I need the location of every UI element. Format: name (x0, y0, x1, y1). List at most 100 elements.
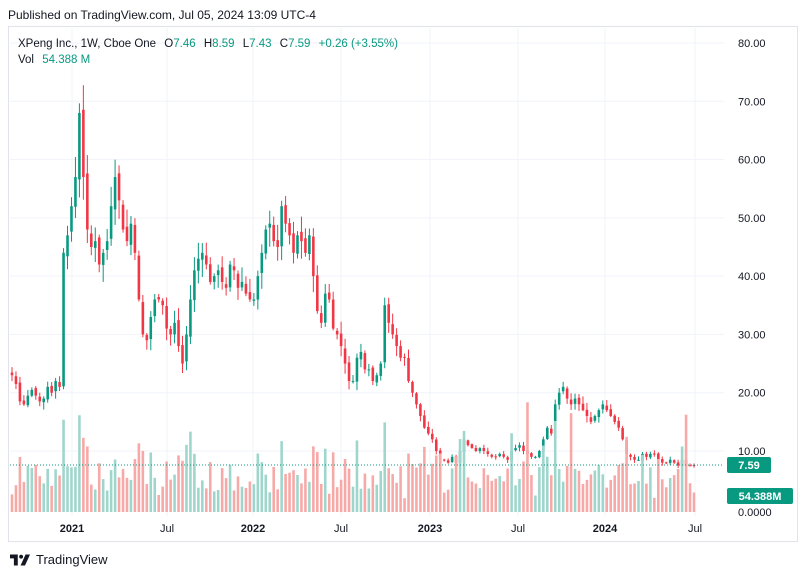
time-tick-label: 2024 (593, 523, 618, 535)
candle-body (676, 462, 680, 466)
volume-bar (617, 464, 620, 512)
volume-bar (34, 464, 38, 512)
candle-body (668, 459, 672, 463)
candle-body (252, 299, 256, 301)
candle-body (276, 240, 279, 247)
legend-row-ohlc: XPeng Inc., 1W, Cboe One O7.46 H8.59 L7.… (18, 36, 398, 52)
candle-body (10, 372, 14, 376)
candle-body (113, 177, 117, 210)
candle-body (296, 235, 299, 254)
volume-bar (399, 466, 402, 512)
volume-bar (534, 495, 537, 512)
volume-bar (165, 461, 168, 512)
candle-body (149, 316, 153, 340)
volume-bar (371, 475, 375, 512)
last-volume-badge (727, 488, 793, 504)
candle-body (387, 304, 390, 323)
volume-bar (387, 468, 390, 512)
volume-bar (351, 486, 355, 512)
candle-body (193, 270, 196, 301)
last-price-badge (727, 457, 771, 474)
candle-body (546, 427, 549, 439)
candle-body (664, 462, 668, 464)
low-label: L (242, 38, 250, 50)
symbol-title[interactable]: XPeng Inc., 1W, Cboe One (18, 38, 157, 50)
candle-body (74, 177, 77, 207)
brand-name[interactable]: TradingView (36, 552, 108, 567)
candle-body (427, 426, 430, 434)
candle-body (145, 334, 149, 341)
volume-bar (244, 487, 248, 512)
candle-body (30, 389, 34, 396)
volume-bar (173, 474, 176, 512)
candle-body (220, 267, 224, 282)
candle-body (90, 233, 93, 247)
volume-bar (625, 436, 628, 512)
volume-bar (292, 470, 295, 512)
candle-body (26, 395, 30, 406)
candle-body (58, 382, 61, 387)
volume-bar (411, 463, 414, 512)
volume-bar (605, 487, 609, 512)
candle-body (601, 404, 605, 410)
candle-body (78, 112, 81, 180)
candle-body (431, 433, 434, 440)
volume-bar (581, 483, 585, 512)
volume-bar (546, 456, 549, 512)
volume-bar (530, 475, 533, 512)
volume-bar (177, 455, 180, 512)
candle-body (185, 334, 188, 362)
volume-bar (680, 446, 684, 512)
candle-body (494, 456, 498, 458)
last-volume-label: 54.388M (739, 491, 782, 503)
volume-bar (248, 481, 252, 512)
volume-bar (621, 463, 624, 512)
volume-bar (323, 448, 327, 512)
candle-body (395, 334, 398, 347)
volume-bar (633, 483, 636, 512)
time-tick-label: Jul (334, 523, 348, 535)
candle-body (629, 454, 632, 457)
volume-bar (335, 487, 339, 512)
volume-bar (641, 454, 644, 512)
volume-bar (657, 459, 660, 512)
candle-body (316, 275, 319, 312)
volume-bar (97, 463, 101, 512)
candle-body (490, 454, 494, 457)
volume-bar (145, 484, 149, 512)
candle-body (466, 440, 470, 446)
candle-body (375, 375, 379, 383)
time-tick-label: Jul (160, 523, 174, 535)
candle-body (660, 459, 664, 463)
candle-body (93, 241, 97, 248)
volume-bar (482, 468, 486, 512)
volume-bar (276, 489, 279, 512)
candle-body (549, 428, 553, 434)
volume-bar (14, 485, 18, 512)
candle-body (339, 333, 343, 347)
last-price-label: 7.59 (738, 460, 759, 472)
candle-body (518, 445, 521, 448)
volume-bar (169, 479, 172, 512)
volume-bar (78, 415, 81, 512)
candle-body (522, 445, 525, 451)
volume-bar (363, 473, 367, 512)
candle-body (577, 397, 581, 405)
volume-bar (427, 474, 430, 512)
candle-body (308, 235, 311, 255)
volume-bar (129, 479, 133, 512)
volume-bar (58, 475, 61, 512)
volume-bar (431, 463, 434, 512)
volume-bar (526, 402, 529, 512)
candle-body (323, 293, 327, 323)
candle-body (347, 362, 351, 382)
candle-body (101, 252, 105, 265)
candle-body (351, 381, 355, 383)
volume-bar (692, 492, 696, 512)
volume-bar (18, 456, 22, 512)
candle-body (335, 330, 339, 335)
chart-frame[interactable] (8, 26, 798, 542)
legend-row-volume: Vol 54.388 M (18, 52, 398, 68)
volume-bar (316, 452, 319, 512)
